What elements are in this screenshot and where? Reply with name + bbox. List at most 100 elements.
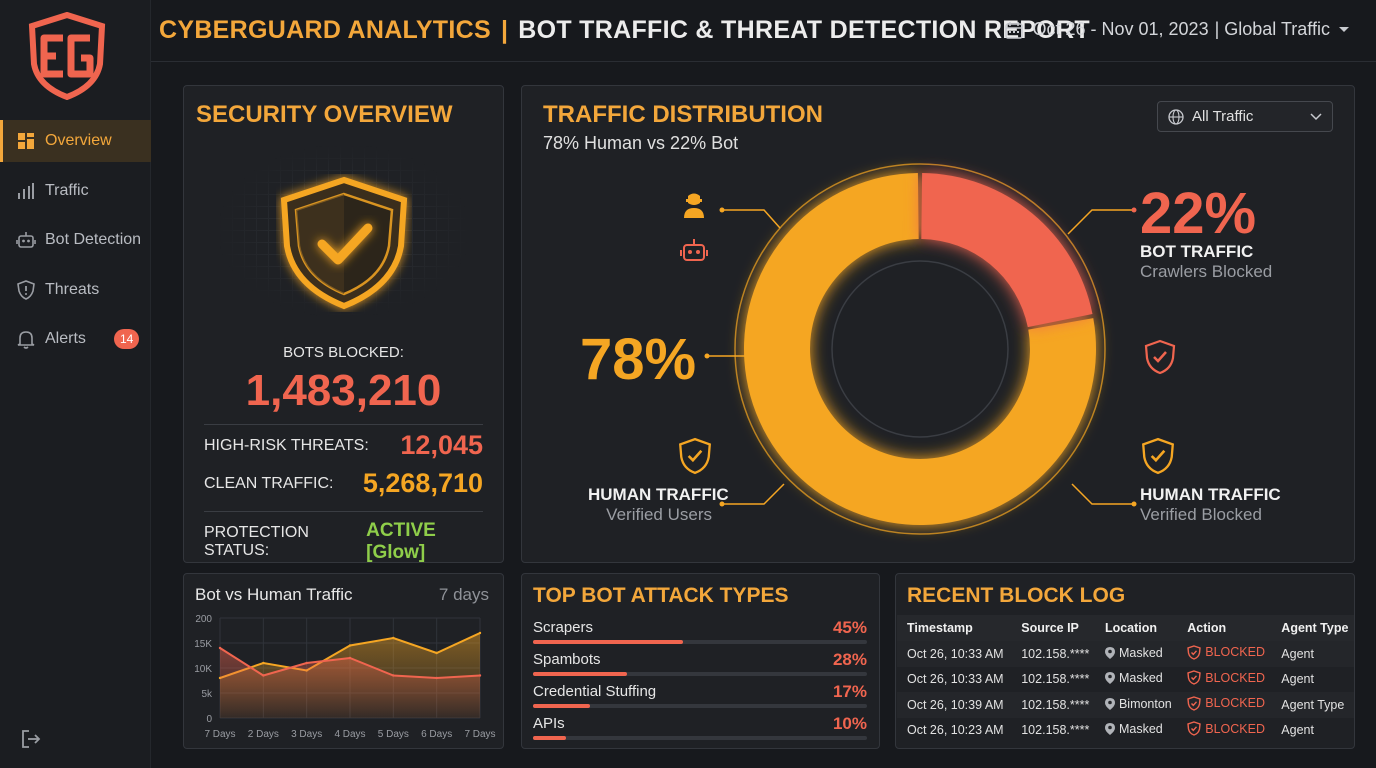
- date-range-text: Oct 26 - Nov 01, 2023: [1032, 19, 1209, 39]
- series-point: [392, 636, 395, 640]
- location-pin-icon: [1104, 672, 1115, 685]
- human-traffic-left-label: HUMAN TRAFFIC Verified Users: [588, 485, 729, 525]
- clean-traffic-value: 5,268,710: [362, 468, 483, 498]
- attack-bar-track: [533, 704, 867, 708]
- donut-slice-bot: [921, 173, 1093, 328]
- top-bot-attack-types-panel: TOP BOT ATTACK TYPES Scrapers 45% Spambo…: [521, 573, 880, 749]
- table-row[interactable]: Oct 26, 10:33 AM 102.158.**** Masked BLOCKE…: [897, 641, 1354, 667]
- table-row[interactable]: Oct 26, 10:33 AM 102.158.**** Masked BLOCKE…: [897, 667, 1354, 693]
- location-text: Masked: [1118, 722, 1163, 737]
- logout-icon[interactable]: [20, 728, 42, 750]
- date-range-picker[interactable]: Oct 26 - Nov 01, 2023 | Global Traffic: [1004, 19, 1358, 40]
- protection-status-row: PROTECTION STATUS: ACTIVE [Glow]: [204, 520, 483, 564]
- series-point: [478, 674, 482, 677]
- attack-name: Credential Stuffing: [533, 683, 657, 700]
- shield-check-icon: [678, 437, 712, 475]
- sidebar-item-overview[interactable]: Overview: [0, 120, 151, 162]
- location-pin-icon: [1104, 697, 1115, 710]
- sidebar-item-bot-detection[interactable]: Bot Detection: [0, 219, 151, 261]
- donut-connectors: [707, 209, 1134, 505]
- table-row[interactable]: Oct 26, 10:23 AM 102.158.**** Masked BLOCKE…: [897, 718, 1354, 744]
- title-separator: |: [500, 16, 509, 44]
- action-text: BLOCKED: [1205, 645, 1266, 660]
- traffic-filter-dropdown[interactable]: All Traffic: [1157, 101, 1333, 132]
- series-point: [435, 676, 438, 680]
- attack-value: 28%: [832, 650, 867, 669]
- location-cell: Bimonton: [1094, 692, 1178, 718]
- x-tick-label: 7 Days: [464, 729, 495, 740]
- column-header[interactable]: Agent Type: [1271, 615, 1354, 641]
- sidebar: Overview Traffic Bot Detection Threats A…: [0, 0, 151, 768]
- bots-blocked-label: BOTS BLOCKED:: [283, 344, 404, 361]
- user-agent-icon: [684, 193, 704, 218]
- series-point: [348, 644, 352, 647]
- traffic-distribution-panel: TRAFFIC DISTRIBUTION 78% Human vs 22% Bo…: [521, 85, 1355, 563]
- traffic-distribution-title: TRAFFIC DISTRIBUTION: [543, 101, 823, 128]
- action-cell: BLOCKED: [1177, 667, 1271, 693]
- bot-pct-label: 22%: [1140, 181, 1257, 246]
- action-text: BLOCKED: [1205, 721, 1266, 736]
- grid-icon: [16, 131, 36, 151]
- attack-bar-fill: [533, 640, 684, 644]
- series-point: [305, 661, 308, 665]
- block-log-title: RECENT BLOCK LOG: [907, 584, 1126, 607]
- shield-block-icon: [1187, 721, 1202, 736]
- location-pin-icon: [1104, 646, 1115, 659]
- divider: [204, 424, 483, 425]
- sidebar-nav: Overview Traffic Bot Detection Threats A…: [0, 120, 151, 368]
- source-ip-cell: 102.158.****: [1011, 641, 1095, 667]
- traffic-distribution-subtitle: 78% Human vs 22% Bot: [543, 133, 739, 153]
- location-cell: Masked: [1095, 667, 1177, 693]
- column-header[interactable]: Source IP: [1011, 615, 1095, 641]
- shield-check-icon: [1141, 437, 1175, 475]
- series-point: [262, 661, 265, 665]
- column-header[interactable]: Location: [1094, 615, 1178, 641]
- top-attacks-title: TOP BOT ATTACK TYPES: [533, 584, 789, 607]
- action-cell: BLOCKED: [1177, 692, 1272, 718]
- bot-title: BOT TRAFFIC: [1140, 242, 1254, 261]
- bell-icon: [16, 329, 36, 349]
- sidebar-item-alerts[interactable]: Alerts 14: [0, 318, 151, 360]
- table-row[interactable]: Oct 26, 10:39 AM 102.158.**** Bimonton BLOC…: [897, 692, 1354, 718]
- page-title: CYBERGUARD ANALYTICS | BOT TRAFFIC & THREA…: [159, 16, 1090, 45]
- bar-chart-icon: [16, 181, 36, 201]
- attack-bar-fill: [533, 672, 627, 676]
- x-tick-label: 3 Days: [291, 729, 322, 740]
- header: CYBERGUARD ANALYTICS | BOT TRAFFIC & THREA…: [151, 0, 1376, 62]
- attack-name: Scrapers: [533, 619, 594, 636]
- line-chart-title: Bot vs Human Traffic: [195, 585, 353, 604]
- bot-vs-human-line-chart: 200 15K 10K 5k 0 7 Days 2 Days 3 Days 4 Days 5 Da…: [194, 614, 495, 740]
- traffic-scope: | Global Traffic: [1214, 19, 1330, 39]
- location-pin-icon: [1104, 723, 1115, 736]
- y-tick-label: 200: [195, 614, 212, 625]
- column-header[interactable]: Timestamp: [897, 615, 1012, 641]
- table-header-row: Timestamp Source IP Location Action Agen…: [897, 615, 1354, 641]
- location-text: Masked: [1118, 671, 1163, 686]
- clean-traffic-row: CLEAN TRAFFIC: 5,268,710: [204, 468, 483, 499]
- high-risk-value: 12,045: [400, 430, 483, 460]
- x-tick-label: 7 Days: [204, 729, 235, 740]
- attack-value: 17%: [832, 682, 867, 701]
- protection-status-value: ACTIVE [Glow]: [366, 520, 436, 563]
- bots-blocked-value: 1,483,210: [245, 366, 442, 415]
- sidebar-item-label: Bot Detection: [45, 231, 142, 248]
- timestamp-cell: Oct 26, 10:33 AM: [897, 641, 1012, 667]
- source-ip-cell: 102.158.****: [1021, 672, 1090, 687]
- robot-icon: [16, 230, 36, 250]
- shield-block-icon: [1187, 670, 1202, 685]
- location-cell: Masked: [1094, 641, 1178, 667]
- human-pct-label: 78%: [580, 327, 697, 392]
- shield-block-icon: [1187, 645, 1202, 660]
- location-cell: Masked: [1095, 718, 1177, 744]
- attack-bar-track: [533, 672, 867, 676]
- donut-outer-ring: [734, 163, 1106, 535]
- action-text: BLOCKED: [1205, 696, 1266, 711]
- column-header[interactable]: Action: [1177, 615, 1272, 641]
- sidebar-item-label: Alerts: [45, 330, 86, 347]
- location-text: Bimonton: [1118, 696, 1172, 711]
- cyberguard-logo: [28, 12, 106, 100]
- sidebar-item-threats[interactable]: Threats: [0, 269, 151, 311]
- sidebar-item-traffic[interactable]: Traffic: [0, 170, 151, 212]
- source-ip-cell: 102.158.****: [1011, 692, 1095, 718]
- chevron-down-icon: [1339, 26, 1349, 32]
